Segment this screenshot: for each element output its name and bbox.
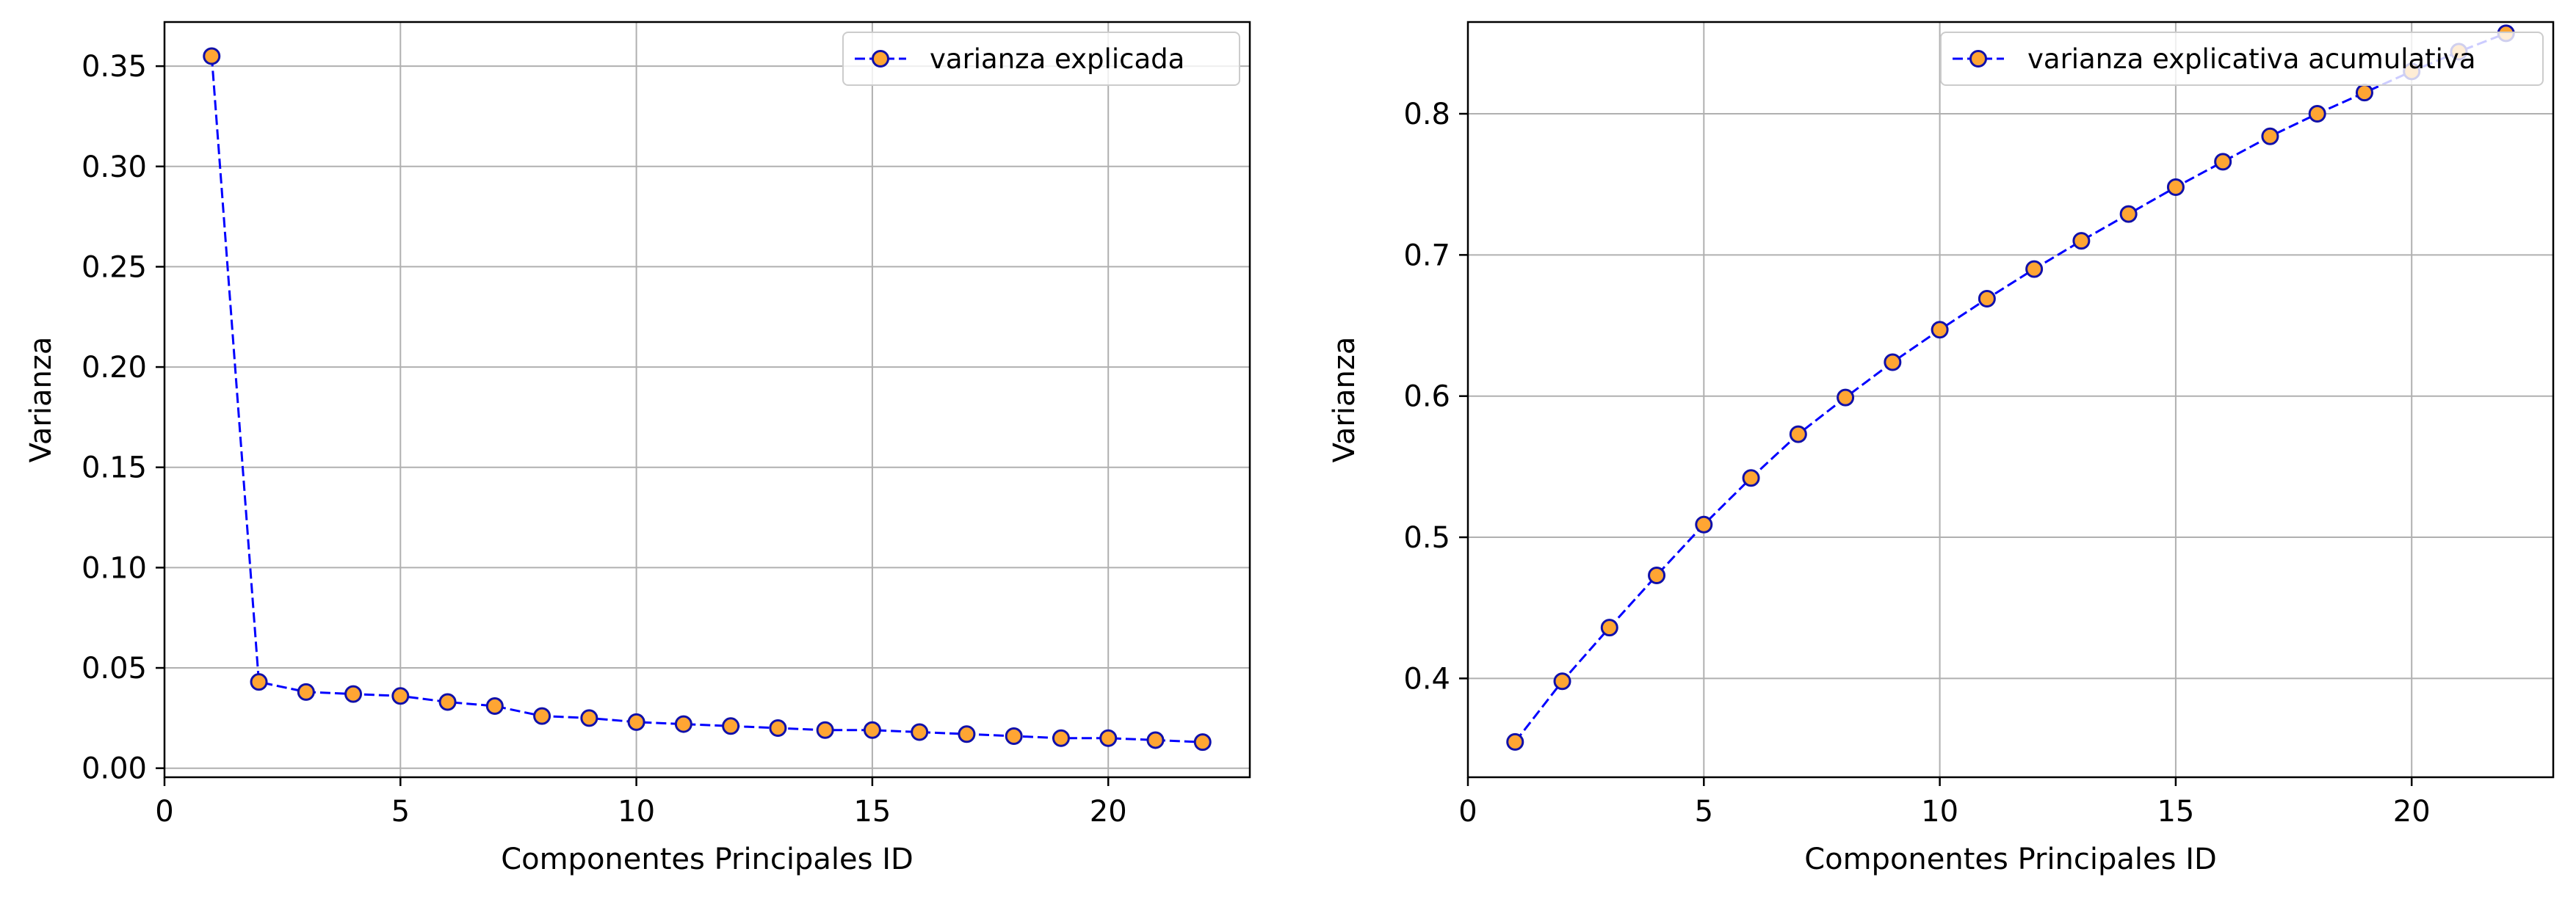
data-point [485,696,504,715]
y-tick-label: 0.10 [82,551,147,585]
legend-box [842,32,1240,86]
x-tick-label: 20 [2393,795,2431,829]
legend-label: varianza explicativa acumulativa [2027,43,2476,75]
x-tick-label: 20 [1090,795,1127,829]
data-point [1553,672,1571,691]
data-point [769,719,787,738]
x-tick-label: 10 [1921,795,1958,829]
y-tick-label: 0.30 [82,150,147,184]
series-0 [203,47,1212,752]
data-point [2025,260,2044,278]
data-point [2214,153,2232,171]
data-point [2072,232,2091,250]
x-axis-label: Componentes Principales ID [501,843,913,876]
x-tick-label: 5 [1695,795,1713,829]
data-point [1506,732,1524,751]
series-line [1514,32,2507,743]
data-point [580,709,598,727]
data-point [1099,729,1118,747]
y-axis-label: Varianza [1328,337,1361,463]
data-point [911,723,929,741]
y-tick-label: 0.15 [82,451,147,485]
series-0 [1506,24,2515,751]
data-point [958,725,976,743]
data-point [1884,353,1902,371]
data-point [297,683,315,701]
data-point [344,685,363,703]
axis-ticks: 0 5 10 15 20 0.4 0.5 0.6 0.7 0.8 [1403,98,2430,829]
x-tick-label: 15 [2157,795,2194,829]
x-tick-label: 0 [155,795,173,829]
data-point [391,687,410,705]
data-point [627,713,645,731]
data-point [1005,727,1023,745]
legend: varianza explicativa acumulativa [1940,32,2544,86]
y-tick-label: 0.5 [1403,521,1450,555]
data-point [2166,178,2185,197]
data-point [250,673,268,691]
x-axis-label: Componentes Principales ID [1804,843,2217,876]
data-point [438,693,457,711]
y-axis-label: Varianza [24,337,58,463]
legend-marker-sample [1969,50,1987,68]
y-tick-label: 0.35 [82,50,147,84]
x-tick-label: 15 [853,795,891,829]
data-point [863,721,881,739]
data-point [1978,289,1996,308]
data-point [1648,566,1666,584]
data-point [1600,619,1618,637]
data-point [1931,321,1949,339]
plot-frame [163,21,1251,779]
data-point [722,717,740,735]
data-point [533,707,551,725]
y-tick-label: 0.00 [82,752,147,786]
legend-label: varianza explicada [930,43,1184,75]
y-tick-label: 0.4 [1403,662,1450,696]
data-point [674,715,692,733]
plot-frame [1466,21,2555,779]
legend-box [1940,32,2544,86]
data-point [1146,731,1165,749]
data-point [1742,469,1760,487]
data-point [1789,425,1807,443]
legend-marker-sample [872,50,889,68]
legend: varianza explicada [842,32,1240,86]
explained-variance-panel: 0 5 10 15 20 0.00 0.05 0.10 0.15 0.20 0.25 0.30 0.35… [24,21,1251,876]
y-tick-label: 0.8 [1403,98,1450,131]
data-point [2355,84,2373,102]
y-tick-label: 0.6 [1403,380,1450,414]
data-point [2119,205,2138,223]
data-point [1052,729,1070,747]
data-point [2308,105,2326,123]
data-point [203,47,221,65]
y-tick-label: 0.7 [1403,239,1450,272]
y-tick-label: 0.20 [82,351,147,385]
data-point [816,721,834,739]
x-tick-label: 10 [618,795,655,829]
cumulative-variance-panel: 0 5 10 15 20 0.4 0.5 0.6 0.7 0.8 Componentes Princ… [1328,21,2555,876]
y-tick-label: 0.05 [82,652,147,685]
data-point [1193,733,1212,752]
axis-ticks: 0 5 10 15 20 0.00 0.05 0.10 0.15 0.20 0.25 0.30 0.35 [82,50,1127,829]
x-tick-label: 5 [391,795,410,829]
data-point [1837,388,1855,407]
x-tick-label: 0 [1458,795,1477,829]
series-line [210,56,1203,743]
data-point [1695,515,1713,534]
data-point [2261,127,2279,145]
y-tick-label: 0.25 [82,250,147,284]
